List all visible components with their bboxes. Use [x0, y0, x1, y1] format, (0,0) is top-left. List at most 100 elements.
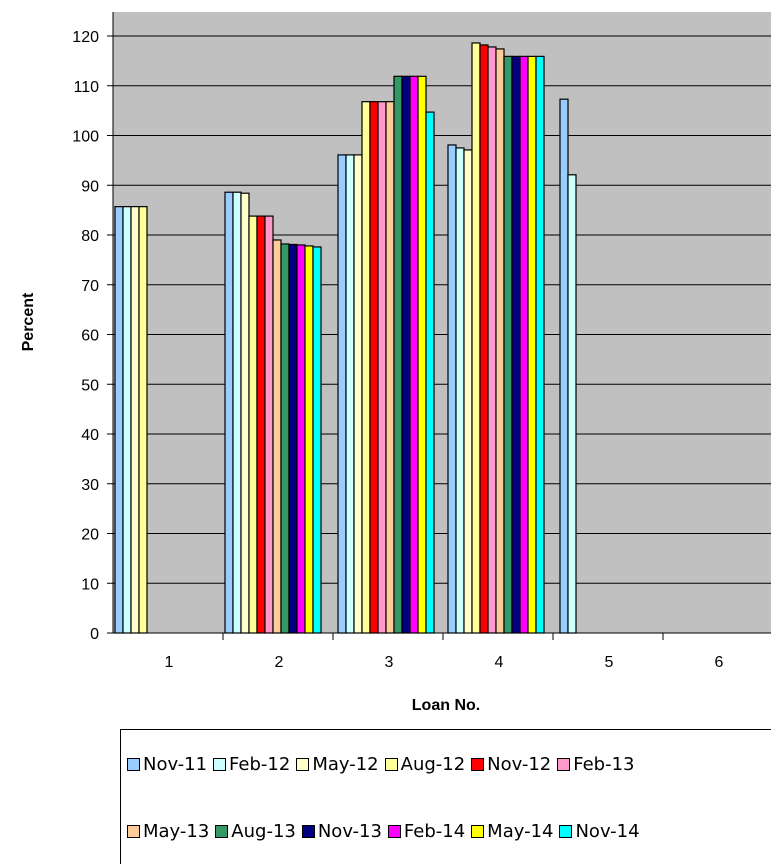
y-tick-label: 20: [81, 527, 99, 544]
legend-swatch: [471, 758, 485, 771]
x-tick-label: 4: [495, 654, 504, 671]
bar: [256, 215, 266, 634]
legend-swatch: [557, 758, 571, 771]
bar: [114, 206, 124, 634]
legend-row: May-13 Aug-13 Nov-13 Feb-14 May-14 Nov-14: [127, 821, 646, 842]
chart: 0 10 20 30 40 50 60 70 80 90 100 110 120 1 2 3 4 5 6 Perc…: [20, 12, 771, 714]
y-tick-label: 80: [81, 228, 99, 245]
y-tick-label: 90: [81, 178, 99, 195]
bar: [296, 244, 306, 634]
bar: [232, 191, 242, 634]
bar: [495, 48, 505, 634]
bar: [393, 75, 403, 634]
bar: [312, 246, 322, 634]
bar: [559, 98, 569, 634]
legend-item: Nov-12: [471, 754, 551, 775]
legend-label: Feb-13: [573, 754, 635, 775]
bar: [527, 55, 537, 634]
bar: [377, 101, 387, 634]
bar: [138, 206, 148, 634]
bar: [463, 149, 473, 634]
legend-label: May-14: [487, 821, 554, 842]
legend-swatch: [301, 825, 315, 838]
legend-swatch: [213, 758, 227, 771]
axes: [112, 12, 771, 640]
bar: [471, 42, 481, 634]
bar: [417, 75, 427, 634]
bar: [487, 46, 497, 634]
legend-label: Nov-11: [143, 754, 208, 775]
legend-item: Nov-14: [559, 821, 640, 842]
legend-swatch: [387, 825, 401, 838]
y-tick-label: 110: [73, 79, 99, 96]
legend-swatch: [127, 825, 140, 838]
x-tick-label: 1: [165, 654, 174, 671]
legend: Nov-11 Feb-12 May-12 Aug-12 Nov-12 Feb-13 May…: [120, 729, 771, 864]
legend-label: Feb-12: [229, 754, 291, 775]
bar: [409, 75, 419, 634]
legend-item: Aug-12: [384, 754, 466, 775]
bar: [567, 174, 577, 634]
bar: [240, 192, 250, 634]
legend-item: May-12: [296, 754, 379, 775]
legend-item: Aug-13: [215, 821, 296, 842]
bar: [353, 154, 363, 634]
bar: [304, 245, 314, 634]
y-tick-label: 40: [81, 427, 99, 444]
plot-area: [113, 12, 771, 633]
legend-item: Feb-13: [557, 754, 635, 775]
y-tick-label: 0: [90, 626, 99, 643]
legend-label: Nov-13: [317, 821, 382, 842]
legend-swatch: [471, 825, 485, 838]
bar: [479, 44, 489, 634]
y-tick-label: 100: [72, 129, 99, 146]
bar: [288, 243, 298, 634]
bar: [447, 144, 457, 634]
legend-label: Aug-13: [231, 821, 296, 842]
bar: [130, 206, 140, 634]
bar: [511, 55, 521, 634]
y-tick-label: 70: [81, 278, 99, 295]
y-tick-label: 30: [81, 477, 99, 494]
legend-label: Aug-12: [400, 754, 466, 775]
bar: [280, 243, 290, 634]
legend-label: Feb-14: [403, 821, 466, 842]
legend-swatch: [559, 825, 573, 838]
y-tick-labels: 0 10 20 30 40 50 60 70 80 90 100 110 120: [72, 29, 99, 643]
y-tick-label: 50: [81, 377, 99, 394]
y-axis-title: Percent: [20, 292, 37, 351]
legend-item: Nov-13: [301, 821, 382, 842]
bar: [401, 75, 411, 634]
bar: [272, 239, 282, 634]
legend-label: Nov-12: [487, 754, 552, 775]
legend-swatch: [215, 825, 229, 838]
x-tick-label: 2: [275, 654, 284, 671]
bar: [425, 111, 435, 634]
legend-item: Nov-11: [127, 754, 207, 775]
bar: [264, 215, 274, 634]
y-tick-label: 10: [81, 576, 99, 593]
legend-swatch: [127, 758, 140, 771]
legend-swatch: [384, 758, 398, 771]
bar: [337, 154, 347, 634]
bar: [535, 55, 545, 634]
bar: [361, 101, 371, 634]
gridlines: [107, 35, 771, 634]
bar: [224, 191, 234, 634]
legend-label: May-13: [143, 821, 210, 842]
bar: [455, 147, 465, 634]
bar: [248, 215, 258, 634]
bar: [519, 55, 529, 634]
bar: [385, 101, 395, 634]
legend-item: Feb-12: [213, 754, 290, 775]
legend-row: Nov-11 Feb-12 May-12 Aug-12 Nov-12 Feb-13: [127, 754, 641, 775]
x-tick-label: 5: [605, 654, 614, 671]
bar: [345, 154, 355, 634]
legend-label: May-12: [312, 754, 379, 775]
x-axis-title: Loan No.: [412, 697, 480, 714]
legend-item: May-14: [471, 821, 553, 842]
legend-label: Nov-14: [575, 821, 640, 842]
x-tick-labels: 1 2 3 4 5 6: [165, 654, 724, 671]
bar: [503, 55, 513, 634]
y-tick-label: 60: [81, 328, 99, 345]
